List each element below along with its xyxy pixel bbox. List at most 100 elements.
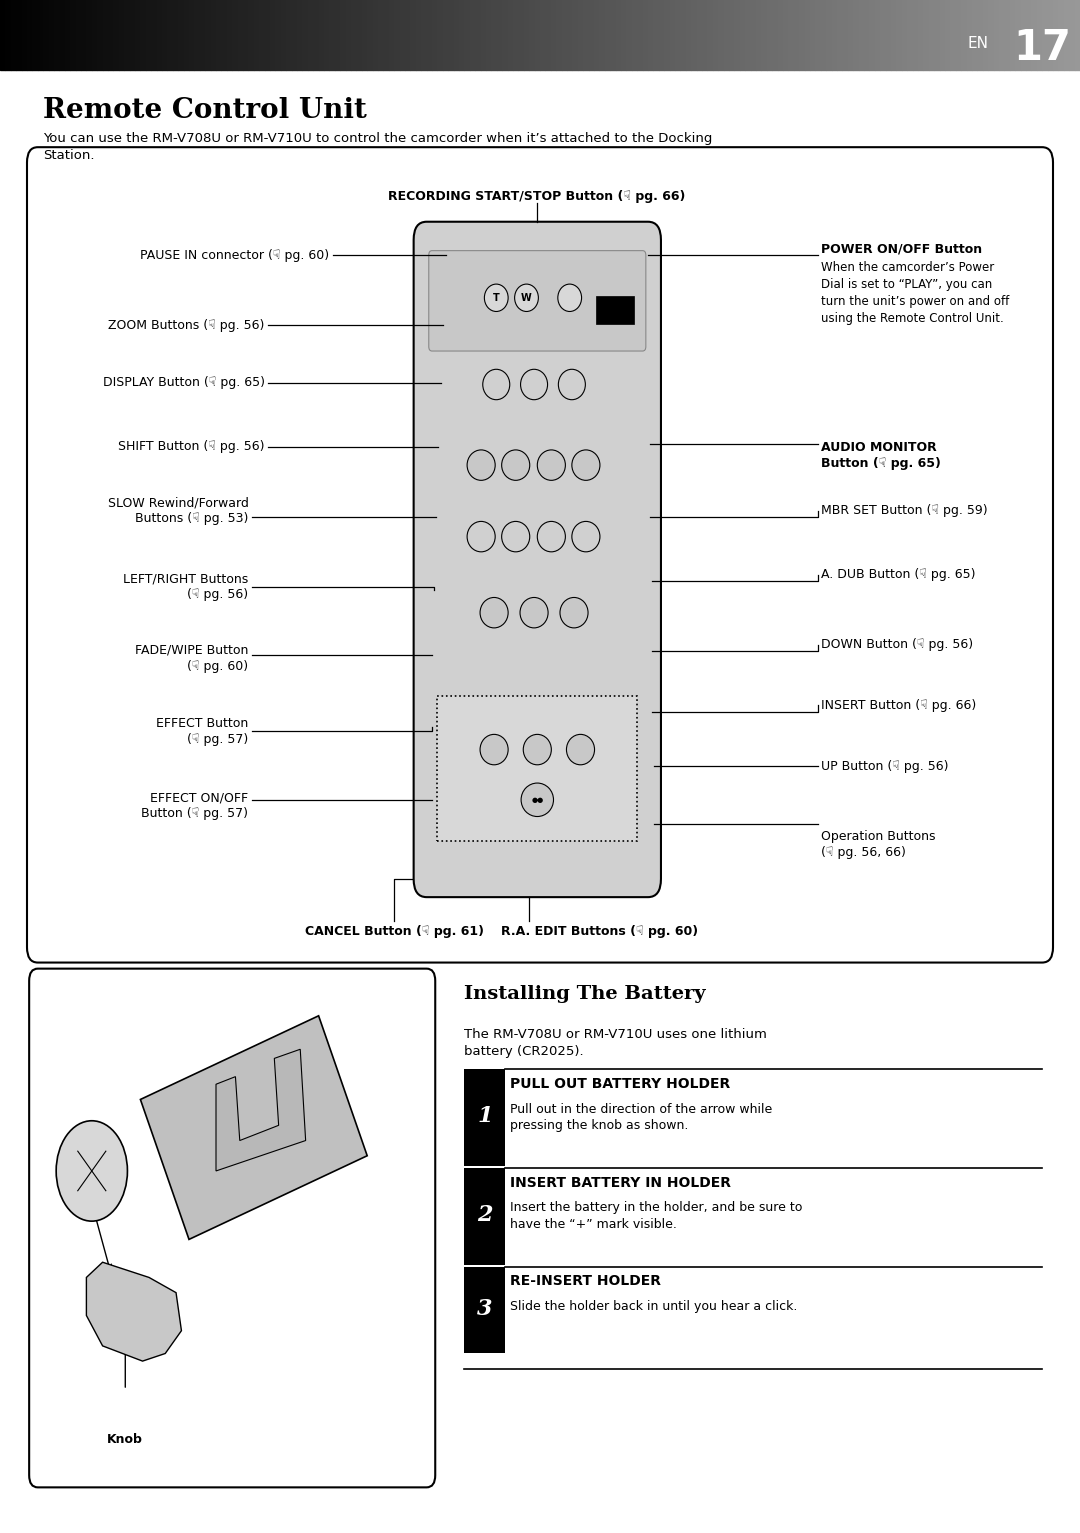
Bar	[508, 0, 513, 69]
Bar	[459, 0, 464, 69]
Ellipse shape	[538, 521, 566, 552]
Text: EFFECT Button
(☟ pg. 57): EFFECT Button (☟ pg. 57)	[157, 717, 248, 747]
Ellipse shape	[467, 521, 495, 552]
Bar	[756, 0, 761, 69]
Text: 2: 2	[477, 1203, 492, 1226]
Ellipse shape	[485, 284, 509, 311]
Text: Remote Control Unit: Remote Control Unit	[43, 97, 367, 124]
Bar	[670, 0, 675, 69]
Bar	[238, 0, 243, 69]
Bar	[11, 0, 16, 69]
Bar	[859, 0, 864, 69]
Bar	[400, 0, 405, 69]
Polygon shape	[140, 1016, 367, 1239]
Text: Operation Buttons
(☟ pg. 56, 66): Operation Buttons (☟ pg. 56, 66)	[821, 831, 935, 858]
Text: LEFT/RIGHT Buttons
(☟ pg. 56): LEFT/RIGHT Buttons (☟ pg. 56)	[123, 572, 248, 601]
Bar	[1069, 0, 1075, 69]
Bar	[319, 0, 324, 69]
Bar	[394, 0, 400, 69]
Bar	[329, 0, 335, 69]
Ellipse shape	[572, 449, 600, 480]
Ellipse shape	[483, 369, 510, 400]
Ellipse shape	[515, 284, 538, 311]
Bar	[356, 0, 362, 69]
Bar	[119, 0, 124, 69]
Bar	[194, 0, 200, 69]
Bar	[178, 0, 184, 69]
Bar	[891, 0, 896, 69]
Bar	[821, 0, 826, 69]
Bar	[76, 0, 81, 69]
Bar	[950, 0, 956, 69]
Bar	[22, 0, 27, 69]
Bar	[259, 0, 265, 69]
Text: T: T	[492, 293, 500, 304]
Bar	[864, 0, 869, 69]
Text: Installing The Battery: Installing The Battery	[464, 986, 706, 1004]
Bar	[1042, 0, 1048, 69]
Bar	[464, 1069, 505, 1167]
Text: 3: 3	[477, 1297, 492, 1320]
Ellipse shape	[558, 369, 585, 400]
Bar	[832, 0, 837, 69]
Ellipse shape	[572, 521, 600, 552]
Bar	[243, 0, 248, 69]
Bar	[475, 0, 481, 69]
Bar	[389, 0, 394, 69]
Bar	[54, 0, 59, 69]
Text: Insert the battery in the holder, and be sure to
have the “+” mark visible.: Insert the battery in the holder, and be…	[510, 1202, 802, 1231]
Ellipse shape	[501, 521, 529, 552]
Text: PULL OUT BATTERY HOLDER: PULL OUT BATTERY HOLDER	[510, 1076, 730, 1090]
Bar	[967, 0, 972, 69]
Bar	[907, 0, 913, 69]
Bar	[265, 0, 270, 69]
Bar	[1064, 0, 1069, 69]
Bar	[545, 0, 551, 69]
Bar	[292, 0, 297, 69]
Bar	[605, 0, 610, 69]
Bar	[675, 0, 680, 69]
Bar	[302, 0, 308, 69]
Text: CANCEL Button (☟ pg. 61): CANCEL Button (☟ pg. 61)	[305, 924, 484, 938]
Bar	[599, 0, 605, 69]
Bar	[340, 0, 346, 69]
Text: RECORDING START/STOP Button (☟ pg. 66): RECORDING START/STOP Button (☟ pg. 66)	[388, 190, 686, 204]
Ellipse shape	[567, 734, 594, 765]
Bar	[135, 0, 140, 69]
Bar	[707, 0, 713, 69]
Text: SHIFT Button (☟ pg. 56): SHIFT Button (☟ pg. 56)	[118, 440, 265, 454]
Bar	[378, 0, 383, 69]
Bar	[886, 0, 891, 69]
Bar	[248, 0, 254, 69]
Bar	[205, 0, 211, 69]
Ellipse shape	[561, 598, 588, 629]
Bar	[162, 0, 167, 69]
Bar	[297, 0, 302, 69]
Ellipse shape	[467, 449, 495, 480]
Bar	[940, 0, 945, 69]
Bar	[1004, 0, 1010, 69]
Bar	[65, 0, 70, 69]
Polygon shape	[216, 1049, 306, 1171]
Bar	[1058, 0, 1064, 69]
Bar	[335, 0, 340, 69]
Text: DISPLAY Button (☟ pg. 65): DISPLAY Button (☟ pg. 65)	[103, 377, 265, 389]
Text: INSERT Button (☟ pg. 66): INSERT Button (☟ pg. 66)	[821, 699, 976, 711]
Bar	[805, 0, 810, 69]
Bar	[1037, 0, 1042, 69]
Text: PAUSE IN connector (☟ pg. 60): PAUSE IN connector (☟ pg. 60)	[140, 248, 329, 262]
Bar	[313, 0, 319, 69]
Bar	[173, 0, 178, 69]
Bar	[961, 0, 967, 69]
Text: Slide the holder back in until you hear a click.: Slide the holder back in until you hear …	[510, 1300, 797, 1314]
Text: ZOOM Buttons (☟ pg. 56): ZOOM Buttons (☟ pg. 56)	[108, 319, 265, 331]
Bar	[680, 0, 686, 69]
Bar	[977, 0, 983, 69]
Bar	[502, 0, 508, 69]
Bar	[686, 0, 691, 69]
Text: EFFECT ON/OFF
Button (☟ pg. 57): EFFECT ON/OFF Button (☟ pg. 57)	[141, 791, 248, 820]
Bar	[767, 0, 772, 69]
Text: AUDIO MONITOR
Button (☟ pg. 65): AUDIO MONITOR Button (☟ pg. 65)	[821, 442, 941, 469]
Bar	[92, 0, 97, 69]
Bar	[221, 0, 227, 69]
